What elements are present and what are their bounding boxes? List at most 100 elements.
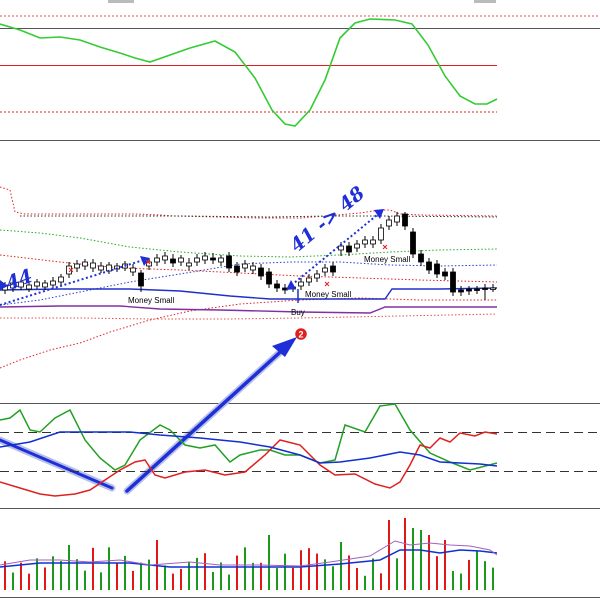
stochastic-blue-line <box>0 431 498 467</box>
volume-bar <box>340 542 342 590</box>
volume-bar <box>132 570 134 590</box>
candle-body <box>42 282 48 288</box>
band-upper-black <box>20 215 498 218</box>
numbered-marker[interactable]: 2 <box>293 326 309 342</box>
band-blue <box>0 261 498 306</box>
pointer-arrows <box>0 337 297 495</box>
candle-body <box>490 287 496 290</box>
volume-pane <box>0 518 498 590</box>
candle-body <box>266 271 272 285</box>
arrow-head-icon <box>140 256 150 266</box>
candle-body <box>242 263 248 269</box>
volume-ma-blue <box>0 549 498 568</box>
candle-body <box>138 272 144 287</box>
candle-body <box>186 262 192 267</box>
candlesticks <box>2 212 496 300</box>
volume-bar <box>20 562 22 590</box>
stochastic-red-line <box>0 431 498 497</box>
candle-body <box>154 257 160 263</box>
stochastic-green-line <box>0 403 498 471</box>
volume-bar <box>468 559 470 590</box>
volume-bar <box>252 562 254 590</box>
volume-bar <box>404 518 406 590</box>
money-small-label-center: Money Small <box>305 290 351 299</box>
volume-bar <box>196 557 198 590</box>
pane-separators <box>0 28 600 598</box>
candle-body <box>34 281 40 287</box>
volume-bar <box>4 561 6 590</box>
volume-bar <box>36 558 38 590</box>
candle-body <box>434 263 440 275</box>
volume-bar <box>332 566 334 590</box>
candle-body <box>178 257 184 263</box>
volume-ma-purple <box>0 540 498 567</box>
candle-body <box>330 265 336 273</box>
candle-body <box>98 265 104 271</box>
volume-bar <box>244 547 246 590</box>
volume-bar <box>188 561 190 590</box>
volume-bar <box>164 565 166 590</box>
volume-bar <box>484 561 486 590</box>
candle-body <box>458 289 464 293</box>
price-pane: 41 -> 48 44 Money Small Money Small Mone… <box>0 182 498 369</box>
volume-bar <box>12 572 14 590</box>
candle-body <box>250 265 256 271</box>
volume-bar <box>324 559 326 590</box>
candle-body <box>322 267 328 273</box>
band-upper-outer <box>0 186 498 219</box>
candle-body <box>338 245 344 251</box>
band-green <box>0 229 498 258</box>
volume-bar <box>204 553 206 590</box>
candle-body <box>386 219 392 227</box>
marker-number: 2 <box>298 330 303 340</box>
candle-body <box>306 277 312 283</box>
volume-bar <box>44 567 46 590</box>
volume-bar <box>28 573 30 590</box>
volume-bar <box>276 568 278 590</box>
volume-bar <box>364 575 366 590</box>
volume-bar <box>268 535 270 590</box>
volume-bar <box>316 553 318 590</box>
volume-bar <box>300 550 302 590</box>
volume-bar <box>372 558 374 590</box>
candle-body <box>210 257 216 261</box>
candle-body <box>394 215 400 223</box>
volume-bar <box>476 550 478 590</box>
oscillator-pane <box>0 18 498 127</box>
band-red-mid <box>0 254 498 283</box>
arrow-head-icon <box>286 280 296 290</box>
numbered-circle-icon <box>293 326 309 342</box>
candle-body <box>378 227 384 241</box>
volume-bar <box>212 571 214 590</box>
trend-arrows <box>0 210 383 306</box>
volume-bar <box>124 555 126 590</box>
volume-bar <box>356 567 358 590</box>
volume-bar <box>348 555 350 590</box>
partial-annotation: 44 <box>3 265 35 295</box>
candle-body <box>74 263 80 269</box>
candle-body <box>234 265 240 273</box>
volume-bar <box>460 573 462 590</box>
candle-body <box>58 276 64 283</box>
volume-bar <box>436 556 438 590</box>
candle-body <box>298 281 304 287</box>
candle-body <box>466 288 472 292</box>
candle-body <box>482 287 488 290</box>
candle-body <box>202 255 208 261</box>
volume-bar <box>76 559 78 590</box>
candle-body <box>162 255 168 261</box>
candle-body <box>402 213 408 227</box>
candle-body <box>194 257 200 263</box>
band-lower-outer <box>0 297 497 369</box>
candle-body <box>26 284 32 290</box>
candle-body <box>442 271 448 277</box>
volume-bar <box>452 570 454 590</box>
candle-body <box>130 267 136 273</box>
candle-body <box>274 283 280 289</box>
volume-bar <box>444 540 446 590</box>
volume-bar <box>116 563 118 590</box>
volume-bar <box>52 556 54 590</box>
candle-body <box>426 261 432 271</box>
volume-bar <box>220 562 222 590</box>
